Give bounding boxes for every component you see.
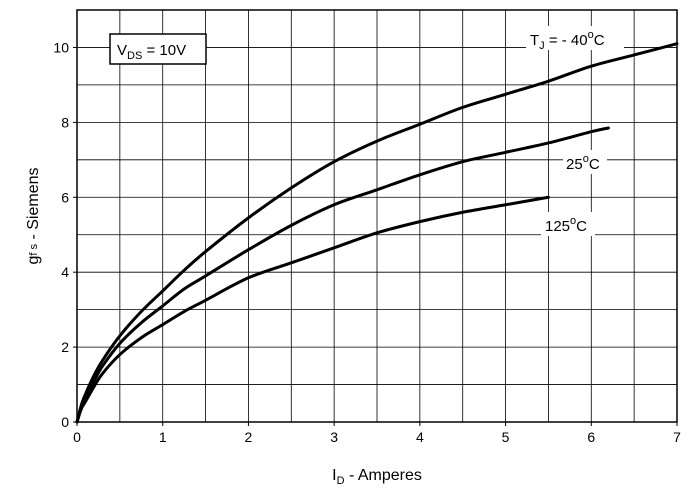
series-label-125c: 125oC [545, 215, 587, 235]
x-tick-label: 5 [502, 429, 510, 445]
x-tick-label: 2 [245, 429, 253, 445]
x-tick-label: 3 [330, 429, 338, 445]
y-tick-label: 10 [53, 39, 69, 55]
x-tick-label: 7 [673, 429, 681, 445]
x-tick-label: 1 [159, 429, 167, 445]
x-axis-title: ID - Amperes [332, 467, 422, 487]
y-tick-label: 8 [61, 114, 69, 130]
series-label-minus40c: TJ = - 40oC [530, 29, 605, 52]
y-axis-title: gf s - Siemens [25, 168, 42, 265]
series-line-25c [75, 126, 610, 424]
y-tick-label: 2 [61, 339, 69, 355]
series-label-bg-25 [563, 150, 607, 174]
plot-frame [76, 9, 678, 423]
x-tick-label: 0 [73, 429, 81, 445]
series [75, 42, 679, 424]
x-tick-label: 4 [416, 429, 424, 445]
axis-ticks: 0 1 2 3 4 5 6 7 0 2 4 6 8 10 [53, 39, 681, 445]
condition-box [109, 33, 207, 65]
condition-box-label: VDS = 10V [117, 42, 186, 62]
y-tick-label: 0 [61, 414, 69, 430]
series-label-bg-minus40 [526, 26, 624, 50]
series-label-bg-125 [541, 212, 595, 236]
x-tick-label: 6 [587, 429, 595, 445]
y-tick-label: 4 [61, 264, 69, 280]
series-label-25c: 25oC [566, 153, 600, 173]
y-tick-label: 6 [61, 189, 69, 205]
series-line-minus40c [75, 42, 679, 424]
series-line-125c [75, 195, 550, 424]
